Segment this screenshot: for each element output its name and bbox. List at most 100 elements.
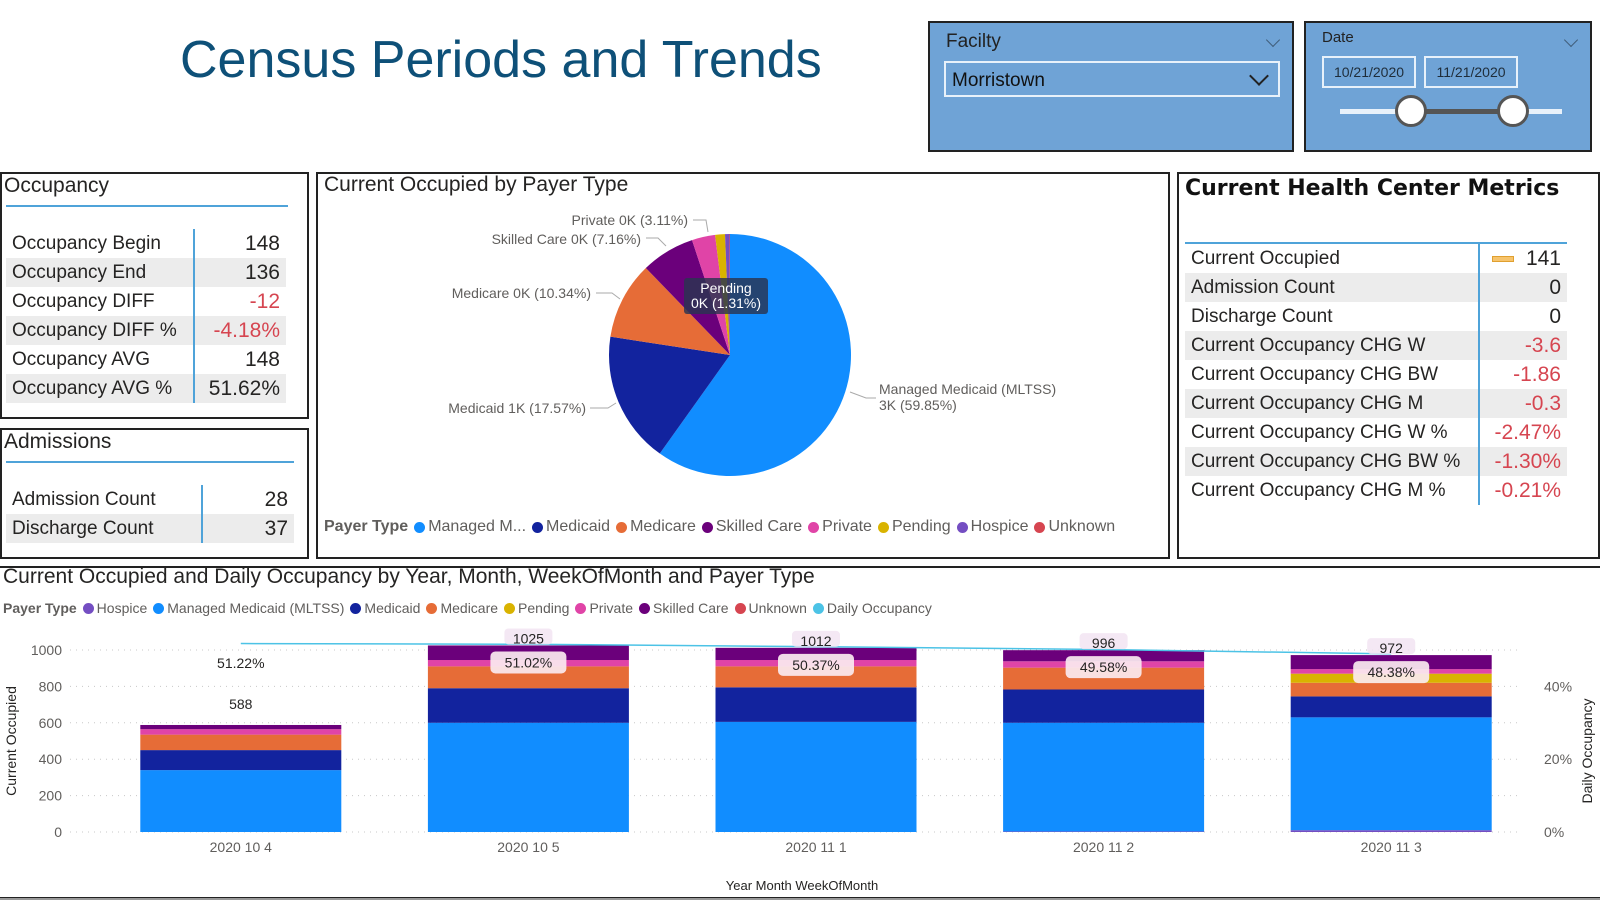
y-axis-title: Current Occupied — [3, 686, 19, 796]
legend-label: Private — [822, 518, 872, 535]
pie-data-label: Pending — [700, 280, 751, 296]
bar-segment-medicaid[interactable] — [1290, 696, 1492, 718]
legend-item[interactable]: Hospice — [82, 600, 148, 616]
metric-value: 141 — [1478, 244, 1567, 273]
legend-item[interactable]: Managed Medicaid (MLTSS) — [153, 600, 344, 616]
legend-item[interactable]: Skilled Care — [701, 518, 803, 536]
bar-segment-private[interactable] — [140, 729, 342, 735]
end-date-handle[interactable] — [1497, 95, 1530, 127]
bar-segment-medicaid[interactable] — [1003, 689, 1205, 723]
legend-item[interactable]: Private — [575, 600, 633, 616]
pie-slice-managed-medicaid-mltss[interactable] — [659, 234, 852, 476]
start-date-handle[interactable] — [1395, 95, 1428, 127]
legend-item[interactable]: Pending — [504, 600, 569, 616]
line-label-background — [1353, 661, 1430, 684]
legend-label: Skilled Care — [715, 518, 803, 535]
metric-value: 37 — [201, 514, 294, 543]
metric-value-text: 148 — [244, 231, 280, 255]
pie-slice-medicare[interactable] — [610, 268, 730, 355]
metric-value-text: 148 — [244, 347, 280, 371]
metric-label: Current Occupancy CHG W — [1185, 331, 1479, 360]
bar-segment-medicaid[interactable] — [140, 750, 342, 771]
legend-item[interactable]: Private — [808, 518, 872, 536]
bar-segment-managed-medicaid-mltss[interactable] — [1003, 722, 1205, 832]
metric-value: -4.18% — [193, 316, 286, 345]
legend-item[interactable]: Unknown — [1034, 518, 1115, 536]
chevron-down-icon[interactable] — [1249, 66, 1269, 86]
daily-occupancy-label: 48.38% — [1367, 664, 1414, 680]
bar-segment-medicaid[interactable] — [427, 688, 629, 723]
bar-segment-skilled-care[interactable] — [1003, 650, 1205, 662]
table-row: Current Occupancy CHG BW % -1.30% — [1185, 447, 1567, 476]
table-row: Discharge Count 0 — [1185, 302, 1567, 331]
bar-segment-medicare[interactable] — [715, 666, 917, 688]
leader-line — [646, 237, 667, 247]
metric-label: Current Occupancy CHG BW % — [1185, 447, 1479, 476]
bar-segment-hospice[interactable] — [1003, 831, 1205, 832]
pie-legend: Payer Type Managed M... Medicaid Medicare S… — [324, 518, 1121, 536]
legend-dot-icon — [414, 521, 426, 533]
legend-item[interactable]: Medicaid — [532, 518, 610, 536]
collapse-chevron-icon[interactable] — [1265, 32, 1281, 48]
legend-dot-icon — [532, 521, 544, 533]
y2-tick-label: 0% — [1544, 824, 1564, 840]
bar-segment-managed-medicaid-mltss[interactable] — [1290, 717, 1492, 831]
legend-item[interactable]: Unknown — [734, 600, 807, 616]
legend-item[interactable]: Managed M... — [414, 518, 526, 536]
occupancy-combo-panel: Current Occupied and Daily Occupancy by … — [0, 565, 1600, 899]
bar-segment-medicare[interactable] — [427, 666, 629, 689]
facility-dropdown[interactable]: Morristown — [944, 61, 1280, 97]
legend-label: Private — [589, 600, 634, 616]
bar-segment-medicare[interactable] — [1290, 682, 1492, 697]
y-tick-label: 1000 — [31, 642, 62, 658]
legend-item[interactable]: Skilled Care — [639, 600, 729, 616]
y-tick-label: 800 — [39, 678, 63, 694]
bar-segment-hospice[interactable] — [1290, 830, 1492, 832]
legend-item[interactable]: Medicare — [426, 600, 498, 616]
bar-segment-managed-medicaid-mltss[interactable] — [140, 770, 342, 832]
bar-segment-skilled-care[interactable] — [140, 724, 342, 730]
table-row: Admission Count 0 — [1185, 273, 1567, 302]
daily-occupancy-label: 50.37% — [792, 657, 839, 673]
bar-segment-managed-medicaid-mltss[interactable] — [715, 721, 917, 832]
bar-segment-medicare[interactable] — [140, 734, 342, 751]
legend-dot-icon — [734, 602, 746, 614]
legend-label: Hospice — [96, 600, 148, 616]
metric-value: -1.86 — [1478, 360, 1567, 389]
legend-dot-icon — [808, 521, 820, 533]
legend-item[interactable]: Pending — [877, 518, 951, 536]
metric-label: Discharge Count — [1191, 305, 1333, 327]
bar-total-label: 588 — [229, 696, 253, 712]
pie-slice-medicaid[interactable] — [609, 336, 730, 454]
leader-line — [849, 391, 876, 399]
start-date-input[interactable]: 10/21/2020 — [1322, 56, 1416, 88]
title-underline — [6, 461, 294, 463]
collapse-chevron-icon[interactable] — [1563, 32, 1579, 48]
metric-label: Current Occupancy CHG M % — [1191, 479, 1446, 501]
admissions-title: Admissions — [4, 430, 112, 453]
table-row: Current Occupancy CHG W % -2.47% — [1185, 418, 1567, 447]
combo-title: Current Occupied and Daily Occupancy by … — [3, 565, 815, 588]
legend-label: Managed M... — [428, 518, 527, 535]
total-label-background — [1079, 633, 1128, 650]
x-tick-label: 2020 11 1 — [785, 839, 846, 855]
end-date-input[interactable]: 11/21/2020 — [1424, 56, 1518, 88]
table-row: Current Occupancy CHG M -0.3 — [1185, 389, 1567, 418]
metric-value-text: 136 — [244, 260, 280, 284]
bar-segment-managed-medicaid-mltss[interactable] — [427, 722, 629, 832]
metric-label: Occupancy AVG % — [6, 374, 194, 403]
bar-segment-medicare[interactable] — [1003, 667, 1205, 690]
legend-item[interactable]: Hospice — [956, 518, 1028, 536]
metrics-table: Current Occupied 141 Admission Count 0 Disch… — [1185, 244, 1567, 505]
y2-tick-label: 40% — [1544, 678, 1572, 694]
legend-item[interactable]: Daily Occupancy — [812, 600, 932, 616]
legend-dot-icon — [956, 521, 968, 533]
legend-item[interactable]: Medicaid — [350, 600, 420, 616]
metric-label: Occupancy DIFF — [12, 290, 155, 312]
metric-value: -0.21% — [1478, 476, 1567, 505]
x-tick-label: 2020 10 4 — [210, 839, 272, 855]
bar-segment-medicaid[interactable] — [715, 687, 917, 722]
date-slicer-title: Date — [1322, 29, 1354, 46]
legend-item[interactable]: Medicare — [616, 518, 696, 536]
legend-title: Payer Type — [324, 518, 409, 535]
